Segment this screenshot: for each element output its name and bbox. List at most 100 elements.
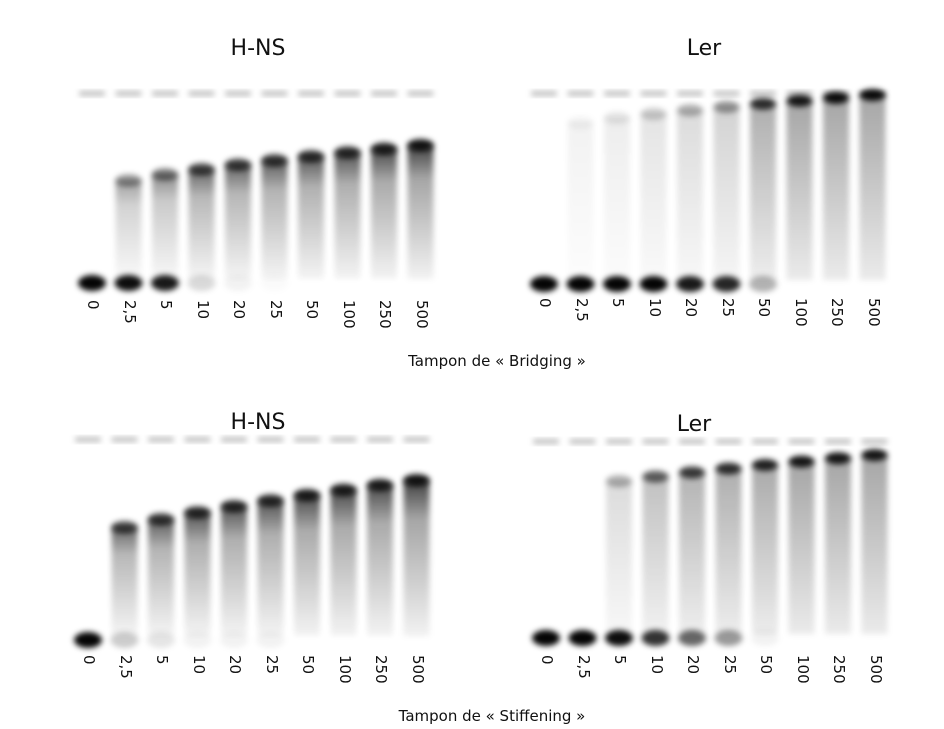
lane-label: 10: [193, 300, 212, 320]
gel-title-hns-bridging: H-NS: [230, 36, 286, 61]
gel-smear: [111, 527, 138, 636]
complex-band: [403, 474, 430, 486]
caption-stiffening: Tampon de « Stiffening »: [398, 707, 586, 725]
lane-label: 2,5: [572, 298, 591, 322]
gel-smear: [786, 100, 813, 280]
free-dna-band: [114, 275, 143, 291]
lane-label: 100: [791, 298, 810, 327]
complex-band: [111, 521, 138, 534]
gel-well: [298, 91, 324, 96]
free-dna-band: [78, 275, 106, 291]
free-dna-band: [712, 276, 741, 292]
gel-well: [407, 91, 434, 96]
free-dna-band: [532, 630, 560, 646]
free-dna-band: [530, 276, 558, 292]
free-dna-band: [147, 632, 175, 648]
complex-band: [859, 89, 886, 101]
gel-well: [79, 91, 105, 96]
complex-band: [715, 462, 742, 475]
lane-label: 5: [153, 655, 171, 665]
free-dna-band: [256, 632, 285, 648]
lane-label: 250: [376, 300, 394, 329]
gel-smear: [371, 148, 397, 279]
gel-smear: [604, 117, 630, 281]
complex-band: [152, 168, 178, 181]
lane-label: 50: [299, 655, 317, 675]
gel-well: [750, 91, 776, 96]
complex-band: [148, 513, 174, 526]
complex-band: [604, 111, 630, 124]
free-dna-band: [605, 630, 633, 646]
gel-smear: [225, 164, 251, 279]
complex-band: [786, 94, 813, 107]
gel-well: [604, 91, 630, 96]
lane-label: 2,5: [116, 655, 135, 679]
lane-label: 50: [755, 298, 773, 318]
free-dna-band: [151, 275, 179, 291]
gel-smear: [713, 106, 740, 281]
lane-label: 20: [682, 298, 700, 318]
lane-label: 5: [609, 298, 627, 308]
gel-smear: [606, 481, 632, 634]
gel-smear: [825, 458, 851, 634]
free-dna-band: [641, 630, 670, 646]
gel-smear: [642, 476, 669, 634]
complex-band: [257, 494, 284, 507]
gel-smear: [640, 113, 667, 280]
free-dna-band: [261, 275, 289, 291]
gel-well: [677, 91, 703, 96]
lane-label: 100: [335, 655, 354, 684]
complex-band: [371, 142, 397, 155]
gel-smear: [330, 489, 357, 636]
gel-title-ler-stiffening: Ler: [676, 412, 712, 437]
free-dna-band: [639, 276, 668, 292]
gel-smear: [152, 174, 178, 279]
gel-smear: [148, 519, 174, 636]
gel-well: [367, 437, 393, 442]
complex-band: [188, 163, 215, 176]
gel-smear: [677, 110, 703, 280]
gel-well: [334, 91, 361, 96]
gel-well: [715, 439, 742, 444]
gel-well: [567, 91, 594, 96]
gel-well: [825, 439, 851, 444]
gel-well: [261, 91, 288, 96]
gel-well: [533, 439, 559, 444]
complex-band: [788, 455, 815, 468]
lane-label: 2,5: [574, 655, 593, 679]
free-dna-band: [74, 632, 102, 648]
lane-label: 25: [262, 655, 281, 675]
caption-bridging: Tampon de « Bridging »: [408, 352, 586, 370]
complex-band: [115, 174, 142, 187]
free-dna-band: [751, 630, 779, 646]
free-dna-band: [220, 632, 248, 648]
complex-band: [642, 470, 669, 483]
free-dna-band: [224, 275, 252, 291]
complex-band: [679, 466, 705, 479]
lane-label: 25: [720, 655, 739, 675]
gel-well: [188, 91, 215, 96]
lane-label: 50: [757, 655, 775, 675]
gel-well: [257, 437, 284, 442]
gel-smear: [750, 103, 776, 280]
lane-label: 250: [830, 655, 848, 684]
lane-label: 500: [866, 655, 885, 684]
gel-smear: [859, 95, 886, 280]
gel-well: [606, 439, 632, 444]
gel-well: [640, 91, 667, 96]
gel-well: [111, 437, 138, 442]
gel-hns-bridging: [78, 91, 434, 291]
complex-band: [750, 97, 776, 110]
complex-band: [606, 475, 632, 488]
lane-label: 5: [611, 655, 629, 665]
complex-band: [334, 146, 361, 159]
lane-label: 10: [645, 298, 664, 318]
gel-well: [531, 91, 557, 96]
complex-band: [330, 483, 357, 496]
gel-well: [294, 437, 320, 442]
gel-smear: [861, 455, 888, 634]
lane-label: 10: [647, 655, 666, 675]
gel-smear: [298, 156, 324, 279]
gel-smear: [221, 505, 247, 636]
